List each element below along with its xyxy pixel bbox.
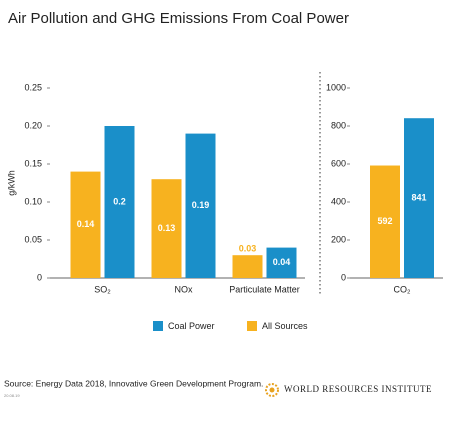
bar [185,133,216,278]
value-label: 0.14 [77,219,95,229]
value-label: 0.13 [158,223,176,233]
logo-text: WORLD RESOURCES INSTITUTE [284,384,432,394]
bar [70,171,101,278]
value-label: 0.19 [192,200,210,210]
logo-icon [265,383,279,397]
x-tick-label: NOx [175,284,194,294]
y-tick-label: 400 [331,196,346,206]
bar [104,126,135,278]
value-label: 841 [411,192,426,202]
legend-swatch [153,321,163,331]
chart-title: Air Pollution and GHG Emissions From Coa… [8,10,349,27]
source: Source: Energy Data 2018, Innovative Gre… [4,378,263,388]
date-code: 20.08.19 [4,393,20,398]
value-label: 0.03 [239,244,257,254]
y-tick-label: 0 [37,272,42,282]
legend-label: All Sources [262,321,308,331]
y-axis-label: g/kWh [6,170,16,196]
bar [370,165,400,278]
legend-swatch [247,321,257,331]
y-tick-label: 200 [331,234,346,244]
y-tick-label: 600 [331,158,346,168]
bar [404,118,434,279]
x-tick-label: SO₂ [94,284,111,294]
x-tick-label: Particulate Matter [229,284,300,294]
value-label: 0.04 [273,257,291,267]
y-tick-label: 800 [331,120,346,130]
y-tick-label: 1000 [326,82,346,92]
y-tick-label: 0.15 [24,158,42,168]
bar [266,247,297,278]
value-label: 0.2 [113,196,126,206]
y-tick-label: 0.10 [24,196,42,206]
y-tick-label: 0.25 [24,82,42,92]
y-tick-label: 0.05 [24,234,42,244]
y-tick-label: 0 [341,272,346,282]
legend-label: Coal Power [168,321,215,331]
x-tick-label: CO₂ [394,284,412,294]
value-label: 592 [377,216,392,226]
y-tick-label: 0.20 [24,120,42,130]
bar [151,179,182,278]
bar [232,255,263,278]
